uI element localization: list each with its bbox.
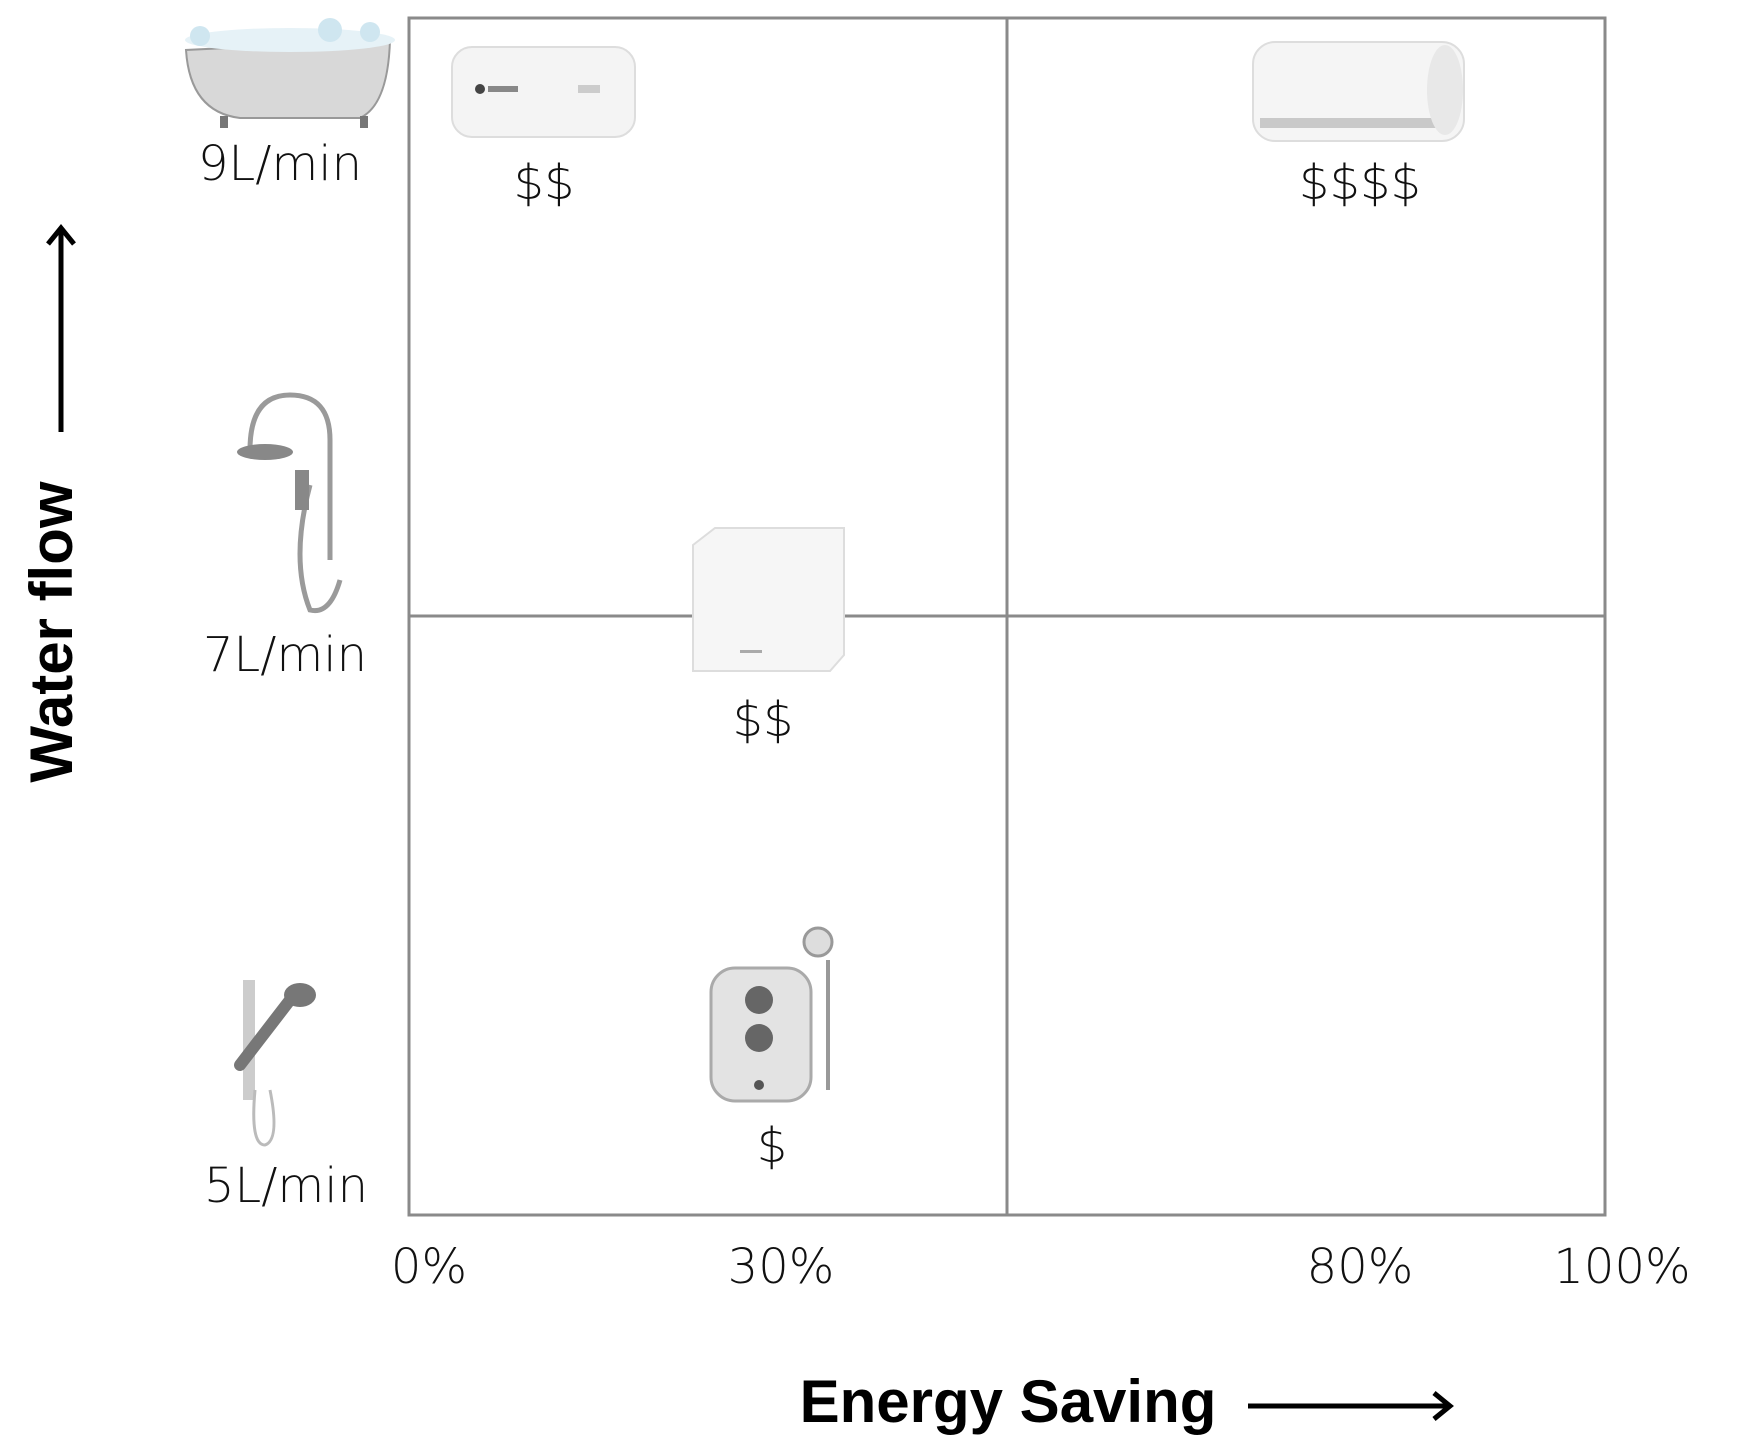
bathtub-icon bbox=[184, 18, 395, 128]
price-label: $ bbox=[757, 1118, 788, 1174]
y-axis-label: 9L/min bbox=[198, 136, 362, 192]
y-axis-label: 5L/min bbox=[204, 1158, 368, 1214]
grid bbox=[407, 16, 1607, 1217]
y-axis-arrow bbox=[46, 224, 76, 432]
x-axis-label: 80% bbox=[1307, 1239, 1414, 1295]
x-axis-label: 30% bbox=[728, 1239, 835, 1295]
price-label: $$ bbox=[513, 155, 574, 211]
x-axis-title: Energy Saving bbox=[800, 1368, 1217, 1435]
price-label: $$$$ bbox=[1299, 155, 1421, 211]
box-heater-image bbox=[692, 527, 845, 672]
rain-shower-icon bbox=[237, 392, 343, 614]
x-axis-arrow bbox=[1248, 1391, 1454, 1421]
price-label: $$ bbox=[732, 692, 793, 748]
x-axis-label: 0% bbox=[391, 1239, 467, 1295]
premium-heater-image bbox=[1252, 41, 1465, 142]
handheld-shower-icon bbox=[234, 980, 316, 1147]
x-axis-label: 100% bbox=[1553, 1239, 1690, 1295]
tank-heater-image bbox=[451, 46, 636, 138]
instant-heater-image bbox=[709, 926, 834, 1103]
y-axis-label: 7L/min bbox=[203, 627, 367, 683]
y-axis-title: Water flow bbox=[18, 481, 85, 782]
